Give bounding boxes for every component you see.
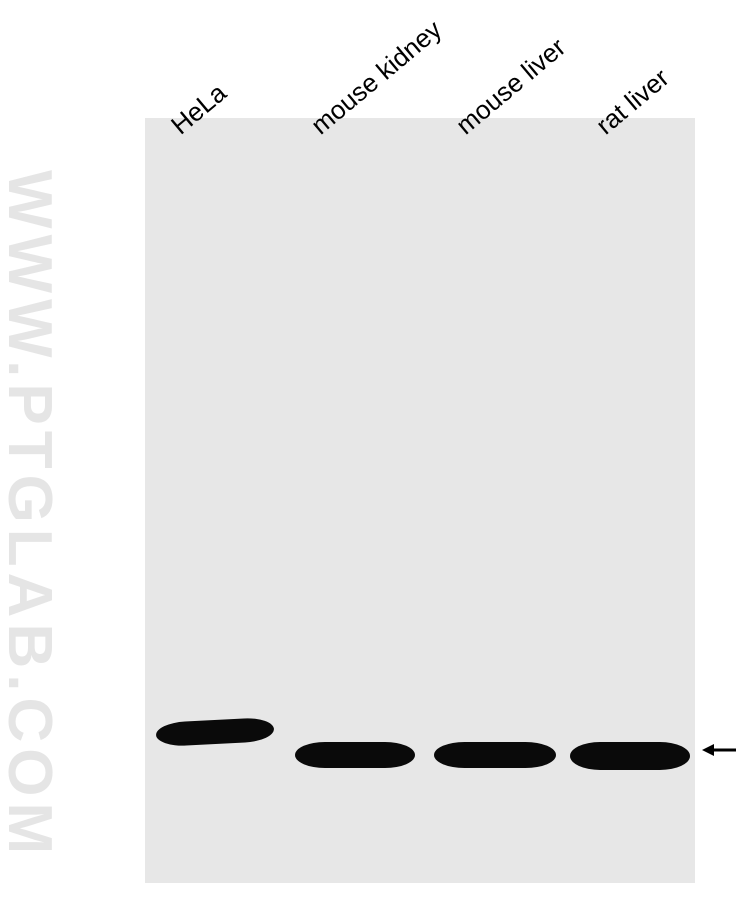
marker-labels: 250 kDa→150 kDa→100 kDa→70 kDa→50 kDa→30… (0, 0, 140, 903)
band (434, 742, 556, 768)
target-arrow-icon (702, 741, 736, 759)
band (570, 742, 690, 770)
band (295, 742, 415, 768)
blot-container: WWW.PTGLAB.COM HeLamouse kidneymouse liv… (0, 0, 740, 903)
